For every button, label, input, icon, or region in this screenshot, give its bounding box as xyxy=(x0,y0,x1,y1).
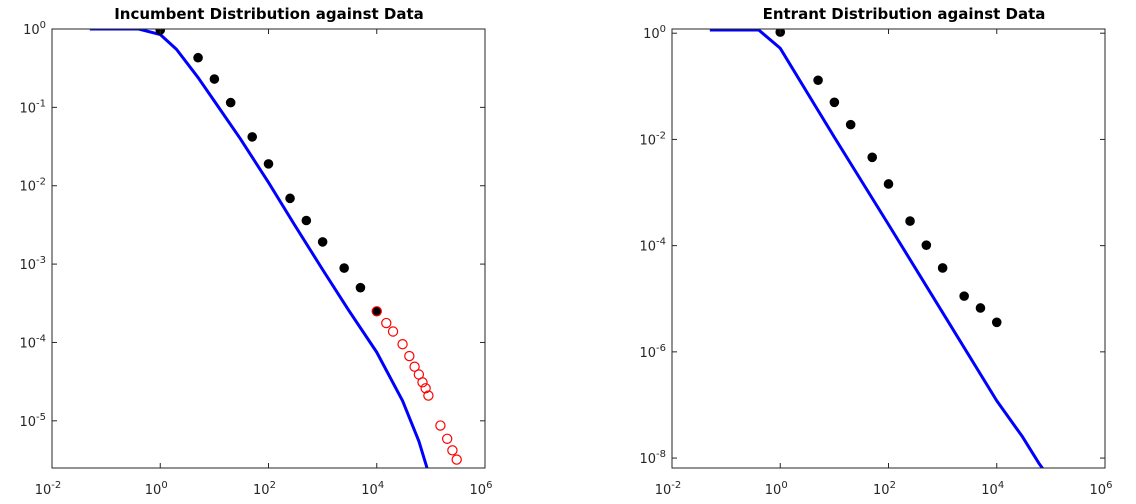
y-tick-label: 10-5 xyxy=(19,412,46,430)
data-point-filled xyxy=(921,240,932,250)
x-tick-label: 10-2 xyxy=(35,480,62,498)
incumbent-plot-area xyxy=(89,29,462,468)
data-point-open xyxy=(371,306,382,317)
x-tick-label: 104 xyxy=(361,480,384,498)
data-point-filled xyxy=(867,152,878,163)
x-tick-label: 102 xyxy=(873,480,896,498)
data-point-open xyxy=(423,390,434,401)
data-point-open xyxy=(397,339,408,350)
entrant-chart-panel: Entrant Distribution against Data 10-2 10… xyxy=(639,5,1112,498)
data-point-open xyxy=(381,317,392,329)
data-point-filled xyxy=(317,237,328,247)
x-tick-label: 100 xyxy=(145,480,168,498)
incumbent-axes-box xyxy=(51,28,486,469)
x-tick-label: 106 xyxy=(1090,480,1113,498)
data-point-filled xyxy=(829,97,840,108)
data-point-open xyxy=(387,326,399,337)
data-point-open xyxy=(404,350,415,362)
data-point-filled xyxy=(225,97,236,108)
y-tick-label: 100 xyxy=(643,24,666,42)
data-point-filled xyxy=(975,303,986,313)
incumbent-chart-panel: Incumbent Distribution against Data 10-2… xyxy=(19,5,492,498)
data-point-filled xyxy=(905,216,915,226)
y-tick-label: 10-6 xyxy=(639,343,666,361)
data-point-filled xyxy=(813,75,823,86)
data-point-open xyxy=(420,383,431,394)
model-distribution-line xyxy=(89,29,429,468)
x-tick-label: 102 xyxy=(253,480,276,498)
y-tick-label: 10-1 xyxy=(19,98,46,116)
incumbent-ticks: 10-2 100 102 104 106 100 10-1 10-2 10-3 10-4 10-5 xyxy=(19,20,492,498)
data-point-open xyxy=(417,377,428,388)
y-tick-label: 100 xyxy=(23,20,46,38)
entrant-axes-box xyxy=(671,28,1106,469)
y-tick-label: 10-2 xyxy=(639,130,666,148)
chart-title: Incumbent Distribution against Data xyxy=(114,5,424,23)
chart-title: Entrant Distribution against Data xyxy=(763,5,1046,23)
data-point-filled xyxy=(247,132,258,142)
y-tick-label: 10-4 xyxy=(639,237,666,255)
model-distribution-line xyxy=(709,29,1045,468)
data-point-filled xyxy=(263,159,274,169)
data-point-filled xyxy=(285,193,295,204)
data-point-open xyxy=(435,420,446,431)
data-point-filled xyxy=(959,291,969,301)
data-point-filled xyxy=(193,52,203,63)
y-tick-label: 10-2 xyxy=(19,177,46,195)
x-tick-label: 100 xyxy=(765,480,788,498)
entrant-plot-area xyxy=(709,29,1045,468)
data-point-filled xyxy=(209,74,220,84)
data-point-filled xyxy=(883,179,894,189)
data-point-filled xyxy=(301,215,312,226)
data-point-filled xyxy=(355,282,366,293)
x-tick-label: 10-2 xyxy=(655,480,682,498)
y-tick-label: 10-8 xyxy=(639,449,666,467)
data-point-filled xyxy=(937,263,948,273)
y-tick-label: 10-3 xyxy=(19,255,46,273)
data-point-open xyxy=(409,361,420,372)
data-point-filled xyxy=(339,263,349,273)
data-point-filled xyxy=(845,119,856,130)
y-tick-label: 10-4 xyxy=(19,333,46,351)
data-point-filled xyxy=(991,317,1002,328)
data-point-open xyxy=(441,433,453,444)
entrant-ticks: 10-2 100 102 104 106 100 10-2 10-4 10-6 10-8 xyxy=(639,24,1112,498)
data-point-open xyxy=(451,454,462,465)
data-point-open xyxy=(447,445,458,456)
x-tick-label: 106 xyxy=(470,480,493,498)
x-tick-label: 104 xyxy=(981,480,1004,498)
